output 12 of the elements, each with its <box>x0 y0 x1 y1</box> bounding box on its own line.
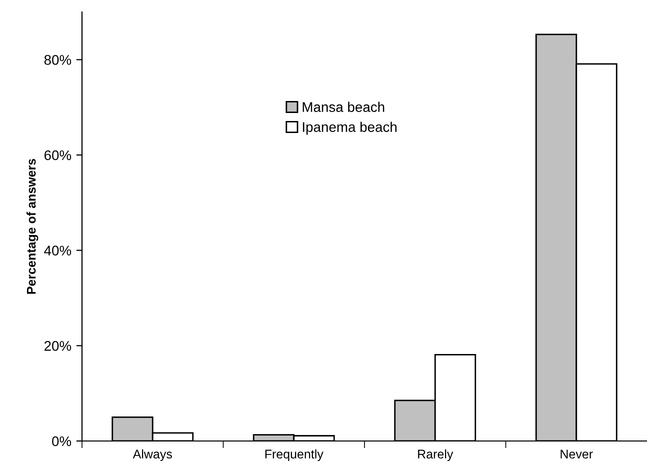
x-tick-label: Frequently <box>265 449 324 461</box>
y-tick-label: 0% <box>52 436 72 446</box>
y-tick-label: 20% <box>44 341 72 351</box>
y-tick-label: 40% <box>44 246 72 256</box>
legend-label: Mansa beach <box>302 102 384 112</box>
legend-label: Ipanema beach <box>302 122 397 135</box>
x-tick-label: Rarely <box>418 449 454 461</box>
x-tick-label: Always <box>132 449 172 461</box>
y-tick-label: 80% <box>44 55 72 65</box>
y-tick-label: 60% <box>44 150 72 160</box>
x-tick-label: Never <box>560 450 593 459</box>
y-axis-title: Percentage of answers <box>26 158 38 294</box>
